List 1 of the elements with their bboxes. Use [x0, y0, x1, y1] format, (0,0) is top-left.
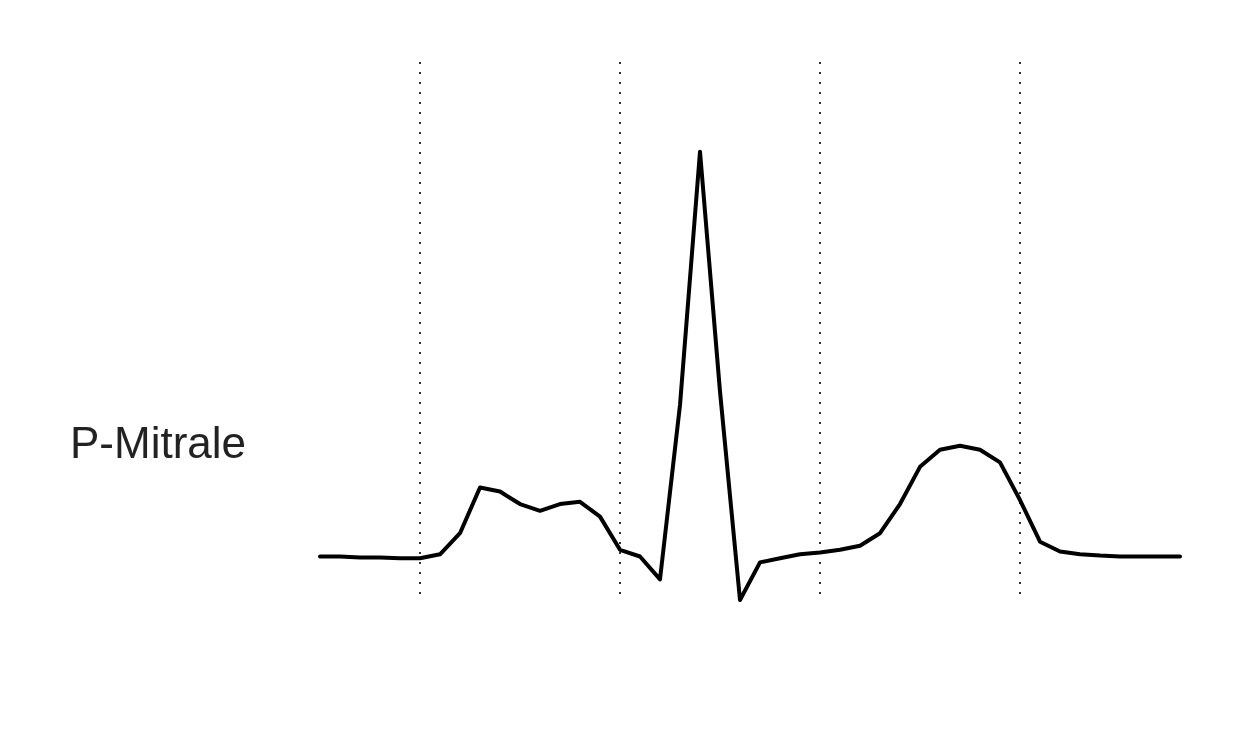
text: P-Mitrale — [70, 417, 247, 467]
